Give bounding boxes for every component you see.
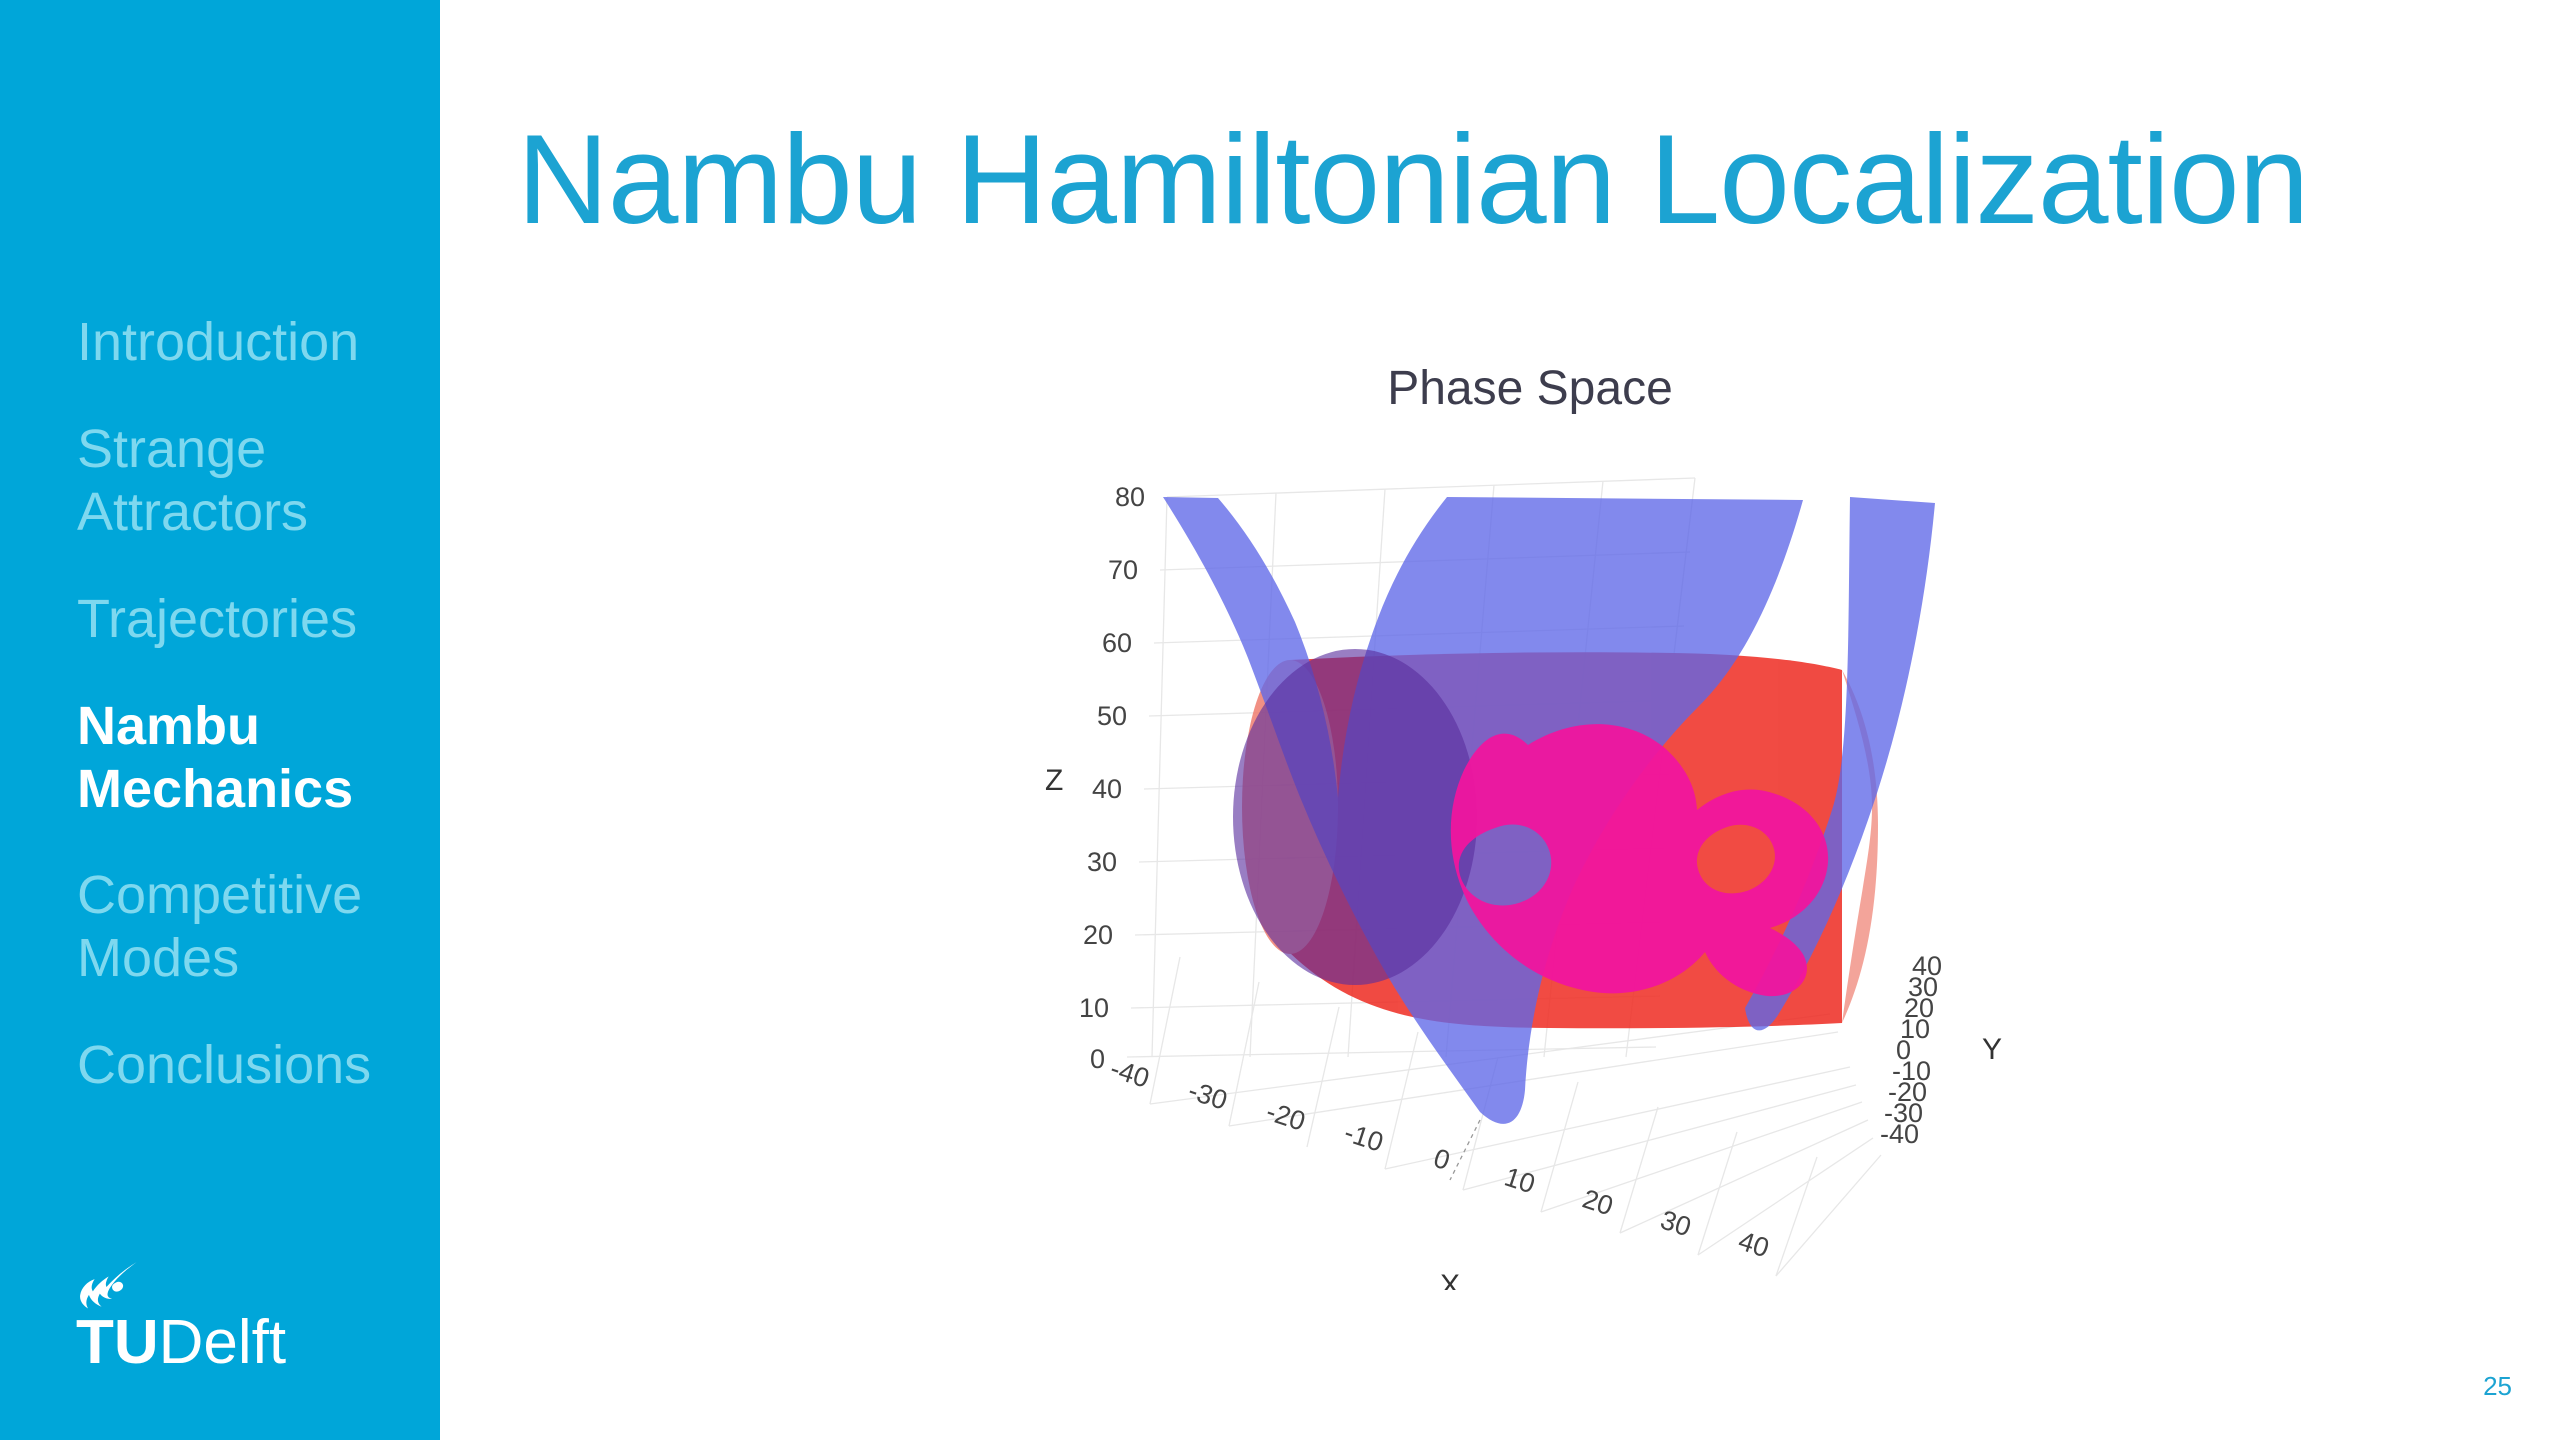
svg-text:0: 0	[1090, 1044, 1105, 1074]
svg-text:20: 20	[1579, 1184, 1617, 1222]
svg-text:0: 0	[1430, 1143, 1454, 1176]
svg-text:Y: Y	[1982, 1033, 2002, 1066]
svg-text:30: 30	[1657, 1205, 1695, 1243]
svg-text:-30: -30	[1185, 1075, 1231, 1116]
svg-text:Phase Space: Phase Space	[1387, 362, 1673, 415]
svg-text:-10: -10	[1341, 1117, 1387, 1158]
svg-text:10: 10	[1079, 993, 1109, 1023]
svg-text:10: 10	[1501, 1162, 1539, 1200]
svg-text:60: 60	[1102, 628, 1132, 658]
svg-text:70: 70	[1108, 555, 1138, 585]
svg-text:80: 80	[1115, 482, 1145, 512]
svg-text:50: 50	[1097, 701, 1127, 731]
svg-text:X: X	[1440, 1269, 1460, 1290]
svg-text:20: 20	[1083, 920, 1113, 950]
svg-text:40: 40	[1092, 774, 1122, 804]
svg-text:-40: -40	[1107, 1053, 1153, 1094]
svg-text:-20: -20	[1263, 1096, 1309, 1137]
svg-text:30: 30	[1087, 847, 1117, 877]
svg-text:-40: -40	[1880, 1119, 1919, 1149]
svg-text:40: 40	[1735, 1226, 1773, 1264]
svg-text:Z: Z	[1045, 764, 1063, 797]
